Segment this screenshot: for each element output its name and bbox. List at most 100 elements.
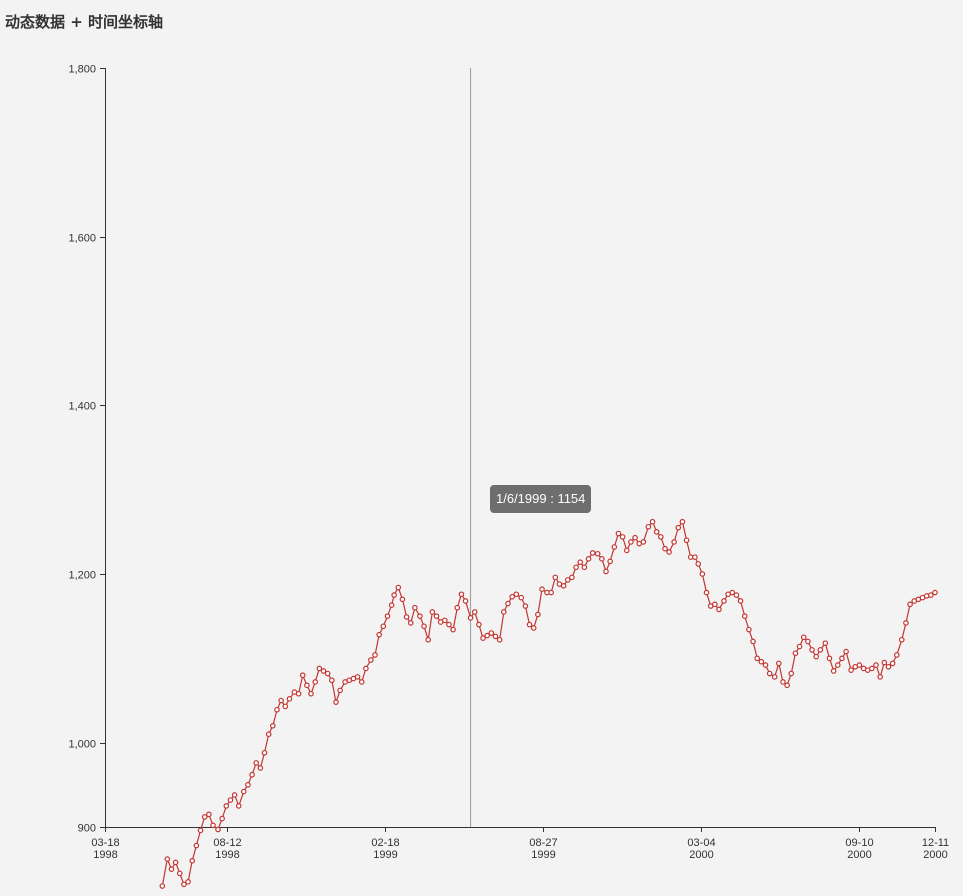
data-point xyxy=(358,679,365,685)
data-point xyxy=(771,674,778,680)
data-point xyxy=(632,534,638,541)
x-tick-label: 02-18 xyxy=(371,837,399,849)
data-point xyxy=(809,647,815,653)
data-point xyxy=(467,615,474,621)
data-point xyxy=(671,539,677,545)
data-point xyxy=(363,665,369,672)
x-tick-label: 1998 xyxy=(215,849,239,861)
data-point xyxy=(695,561,702,567)
data-point xyxy=(716,606,722,613)
data-point xyxy=(762,662,769,668)
data-point xyxy=(159,883,166,889)
x-tick-label: 2000 xyxy=(847,849,871,861)
data-point xyxy=(337,687,343,694)
data-point xyxy=(454,604,461,611)
data-point xyxy=(599,556,605,562)
data-point xyxy=(834,662,841,668)
data-point xyxy=(210,822,216,829)
data-point xyxy=(754,655,761,662)
data-point xyxy=(274,706,280,713)
data-point xyxy=(581,564,588,571)
data-point xyxy=(270,722,276,729)
data-point xyxy=(548,589,554,596)
data-point xyxy=(564,577,571,583)
data-point xyxy=(500,609,507,615)
data-point xyxy=(792,650,799,657)
data-point xyxy=(615,530,622,537)
data-point xyxy=(488,630,495,636)
data-point xyxy=(530,625,537,631)
data-point xyxy=(425,636,431,643)
x-tick-label: 12-11 xyxy=(922,837,949,849)
data-point xyxy=(433,613,440,619)
data-point xyxy=(539,586,545,592)
data-point xyxy=(788,670,795,677)
data-point xyxy=(518,594,525,601)
data-point xyxy=(403,614,410,620)
data-point xyxy=(446,621,452,628)
data-point xyxy=(480,635,486,641)
data-point xyxy=(417,613,423,619)
data-point xyxy=(295,690,302,697)
data-point xyxy=(496,636,503,643)
data-point xyxy=(800,634,807,641)
data-point xyxy=(662,545,668,552)
data-point xyxy=(206,811,212,818)
data-point xyxy=(889,660,896,667)
data-point xyxy=(675,524,682,531)
data-point xyxy=(666,549,672,555)
data-point xyxy=(316,665,323,672)
data-point xyxy=(907,601,913,608)
data-point xyxy=(286,696,293,702)
data-point xyxy=(227,797,234,803)
data-point xyxy=(848,667,854,673)
data-point xyxy=(395,584,402,591)
data-point xyxy=(640,539,647,545)
data-point xyxy=(384,613,391,619)
data-point xyxy=(796,643,803,650)
data-point xyxy=(333,699,339,705)
data-point xyxy=(509,593,515,600)
data-point xyxy=(329,677,335,684)
data-point xyxy=(721,598,727,604)
x-tick-label: 03-04 xyxy=(687,837,715,849)
data-point xyxy=(766,670,773,677)
data-point xyxy=(750,638,756,645)
series-line xyxy=(161,520,936,887)
data-point xyxy=(471,609,478,615)
x-tick-label: 08-12 xyxy=(213,837,241,849)
y-tick-label: 1,600 xyxy=(68,233,96,245)
data-point xyxy=(869,665,875,672)
chart-title: 动态数据 + 时间坐标轴 xyxy=(5,13,164,31)
data-point xyxy=(181,881,187,888)
data-point xyxy=(412,604,418,611)
x-tick-label: 1998 xyxy=(93,849,117,861)
data-point xyxy=(877,674,883,680)
data-point xyxy=(679,518,686,525)
data-point xyxy=(552,574,559,581)
data-point xyxy=(573,564,579,571)
data-point xyxy=(476,621,482,628)
data-point xyxy=(569,574,575,581)
data-point xyxy=(784,682,790,689)
data-point xyxy=(249,771,255,778)
data-point xyxy=(324,670,331,677)
x-tick-label: 2000 xyxy=(923,849,947,861)
data-point xyxy=(649,518,656,525)
data-point xyxy=(683,537,690,544)
data-point xyxy=(372,652,378,658)
data-point xyxy=(758,658,765,665)
data-point xyxy=(885,663,892,670)
y-tick-label: 1,000 xyxy=(68,739,96,751)
y-tick-label: 1,200 xyxy=(68,570,96,582)
data-point xyxy=(304,682,310,689)
data-point xyxy=(308,690,314,697)
data-point xyxy=(513,591,520,598)
x-tick-label: 08-27 xyxy=(529,837,557,849)
data-point xyxy=(645,523,652,530)
tooltip: 1/6/1999 : 1154 xyxy=(490,485,592,513)
data-point xyxy=(535,611,541,618)
data-point xyxy=(560,583,567,589)
x-tick-label: 09-10 xyxy=(845,837,873,849)
